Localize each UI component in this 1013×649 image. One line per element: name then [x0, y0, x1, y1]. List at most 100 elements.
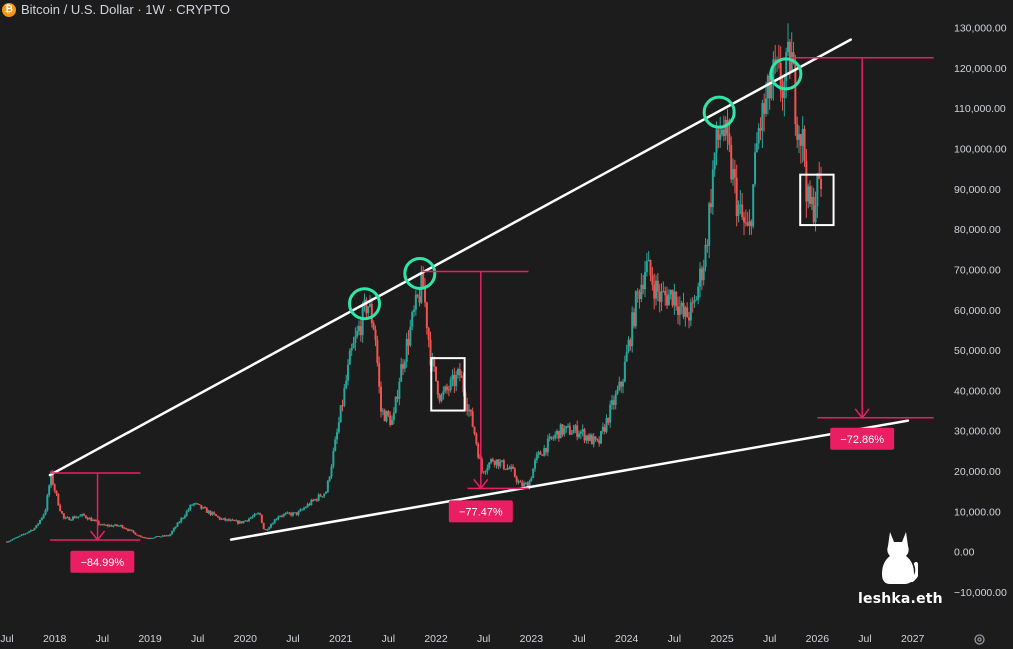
candle-body	[669, 290, 672, 295]
price-tick-label: 50,000.00	[954, 345, 1001, 357]
candle-body	[416, 294, 419, 297]
candle-body	[374, 329, 377, 341]
candle-body	[328, 476, 331, 481]
candle-body	[282, 514, 285, 517]
gear-icon[interactable]	[973, 633, 986, 646]
time-tick-label: 2022	[424, 633, 448, 645]
candle-body	[167, 535, 170, 537]
candle-body	[402, 364, 405, 369]
candle-body	[537, 452, 540, 455]
candle-body	[246, 520, 249, 522]
candle-body	[689, 302, 692, 321]
candle-body	[290, 513, 293, 516]
candle-body	[101, 524, 104, 526]
candle-body	[132, 530, 135, 533]
time-axis[interactable]: Jul 2018 Jul 2019 Jul 2020 Jul 2021 Jul 2022 Jul 20…	[0, 633, 924, 645]
candle-body	[55, 490, 58, 494]
candle-body	[499, 461, 502, 467]
candle-body	[198, 504, 201, 506]
candle-body	[790, 52, 793, 72]
candle-body	[211, 512, 214, 515]
candle-body	[205, 508, 208, 513]
candle-body	[814, 206, 817, 223]
candle-body	[22, 534, 25, 536]
candle-body	[18, 535, 21, 537]
candle-body	[365, 299, 368, 314]
candle-body	[427, 328, 430, 340]
candle-body	[268, 527, 271, 530]
candle-body	[341, 405, 344, 407]
candle-body	[73, 516, 76, 519]
candle-body	[369, 304, 372, 307]
candle-body	[598, 439, 601, 444]
candle-body	[583, 429, 586, 441]
candle-body	[438, 394, 441, 401]
candle-body	[396, 396, 399, 399]
candle-body	[788, 41, 791, 72]
candle-body	[719, 134, 722, 140]
candle-body	[436, 380, 439, 395]
candle-body	[51, 471, 54, 485]
candle-body	[15, 537, 18, 539]
candle-body	[57, 493, 60, 506]
candle-body	[570, 433, 573, 435]
time-tick-label: Jul	[572, 633, 585, 645]
candle-body	[585, 435, 588, 441]
candle-body	[235, 520, 238, 522]
time-tick-label: 2020	[234, 633, 258, 645]
candle-body	[405, 338, 408, 362]
candle-body	[818, 173, 821, 179]
candle-body	[209, 510, 212, 515]
candle-body	[466, 403, 469, 412]
candle-body	[123, 527, 126, 529]
candle-body	[48, 485, 51, 496]
candle-body	[440, 394, 443, 401]
candle-body	[64, 517, 67, 519]
candle-body	[77, 516, 80, 518]
candle-body	[677, 306, 680, 315]
candle-body	[154, 536, 157, 538]
candle-body	[127, 529, 130, 531]
candle-body	[735, 177, 738, 217]
candle-body	[9, 540, 12, 542]
candle-body	[297, 511, 300, 515]
candle-body	[457, 368, 460, 375]
candle-body	[559, 424, 562, 439]
candle-body	[75, 517, 78, 519]
candle-body	[37, 523, 40, 526]
price-axis[interactable]: 130,000.00 120,000.00 110,000.00 100,000.00…	[954, 23, 1007, 600]
candle-body	[215, 514, 218, 516]
candle-body	[506, 467, 509, 470]
candle-body	[29, 530, 32, 532]
candle-body	[614, 393, 617, 406]
candle-body	[180, 518, 183, 523]
time-tick-label: 2023	[520, 633, 544, 645]
candle-body	[462, 377, 465, 393]
candle-body	[623, 361, 626, 382]
candle-body	[627, 339, 630, 352]
candle-body	[264, 529, 267, 531]
candle-body	[512, 466, 515, 469]
candle-body	[510, 466, 513, 470]
candle-body	[686, 307, 689, 318]
candle-body	[204, 507, 207, 509]
candle-body	[292, 512, 295, 516]
candle-body	[277, 516, 280, 520]
candle-body	[682, 302, 685, 317]
candle-body	[640, 284, 643, 299]
candle-body	[592, 436, 595, 445]
candle-body	[193, 503, 196, 505]
chart-header: ₿ Bitcoin / U.S. Dollar · 1W · CRYPTO	[2, 1, 230, 18]
price-tick-label: 10,000.00	[954, 506, 1001, 518]
candle-body	[68, 517, 71, 521]
candle-body	[83, 514, 86, 516]
candle-body	[787, 41, 790, 53]
candle-body	[314, 499, 317, 501]
candle-body	[319, 494, 322, 497]
candle-body	[477, 443, 480, 458]
chart-title: Bitcoin / U.S. Dollar · 1W · CRYPTO	[21, 2, 231, 17]
candle-body	[299, 509, 302, 512]
price-tick-label: 60,000.00	[954, 305, 1001, 317]
